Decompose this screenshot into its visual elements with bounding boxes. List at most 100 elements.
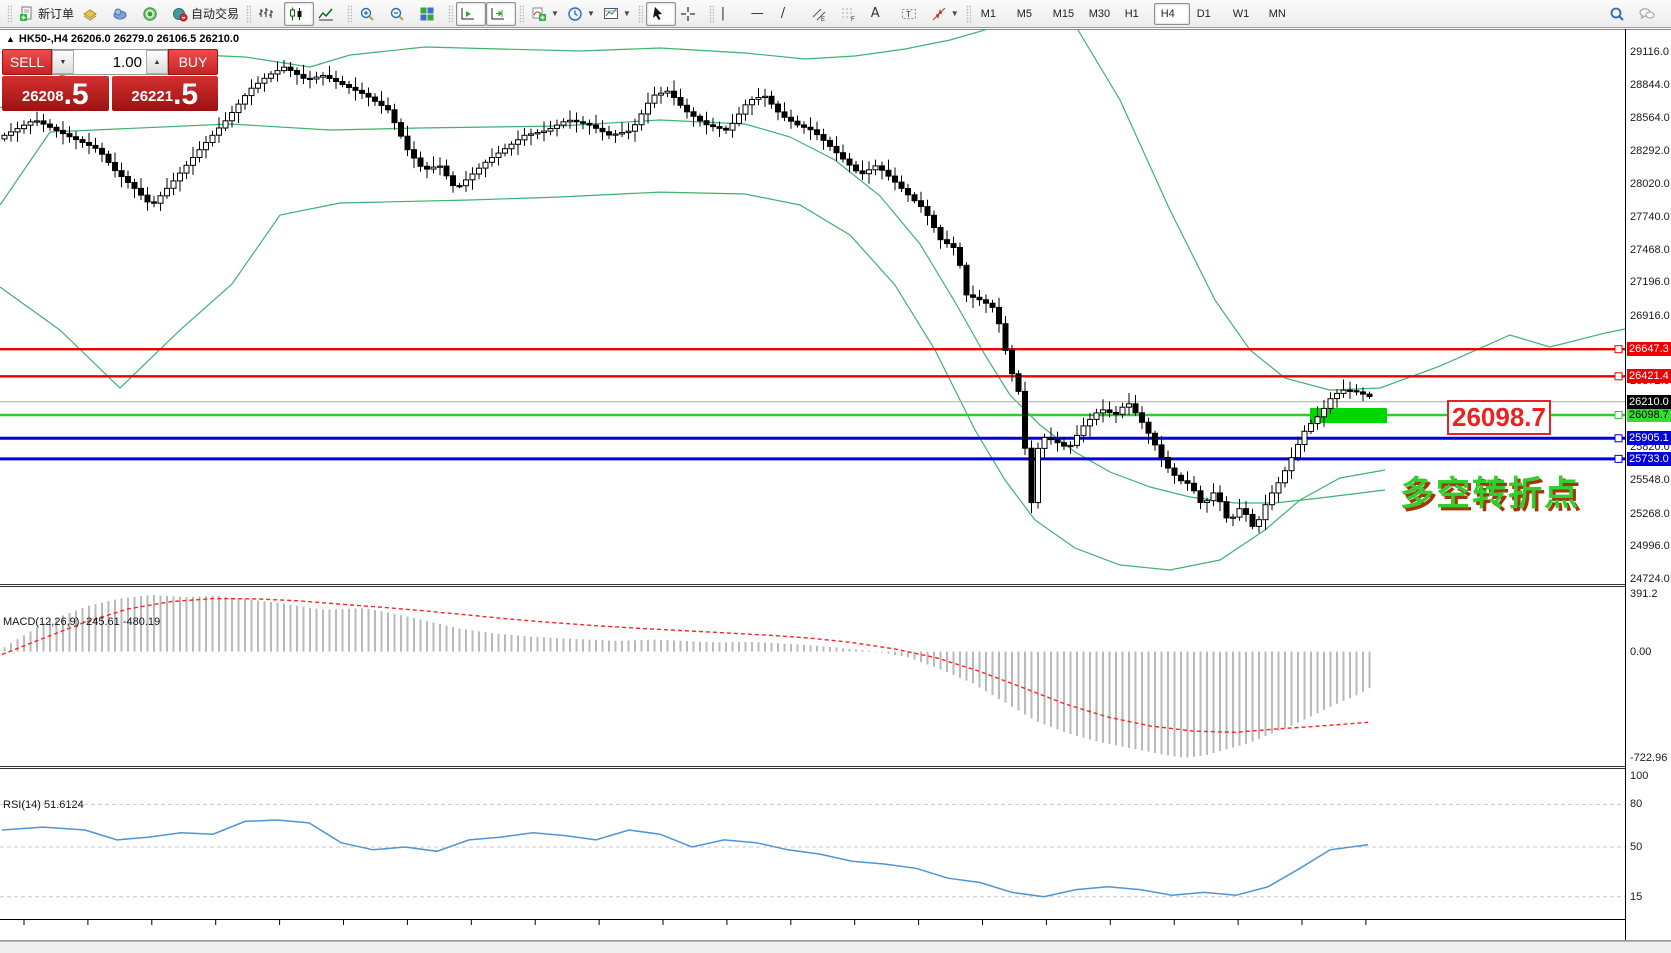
toolbar-group-zoom [355,1,445,27]
price-tick-label: 27196.0 [1630,276,1670,288]
zoom-in-button[interactable] [355,2,385,26]
rsi-tick-label: 100 [1630,770,1649,782]
sell-price-main: 26208 [21,88,64,105]
buy-button[interactable]: BUY [168,49,218,75]
bar-chart-button[interactable] [254,2,284,26]
line-chart-button[interactable] [314,2,344,26]
text-icon: A [870,6,880,21]
chart-window: ▲ HK50-,H4 26206.0 26279.0 26106.5 26210.… [0,29,1671,953]
chevron-down-icon: ▼ [586,9,595,18]
market-watch-button[interactable] [108,2,138,26]
timeframe-m5[interactable]: M5 [1016,7,1032,20]
toolbar-button-label: 自动交易 [191,7,240,21]
chat-icon [1639,6,1655,22]
timeframe-h1[interactable]: H1 [1124,7,1139,20]
label-button[interactable]: T [897,2,927,26]
price-line-tag: 25905.1 [1627,431,1671,445]
trendline-button[interactable]: / [777,2,807,26]
profiles-button[interactable] [78,2,108,26]
timeframe-toolbar: M1 M5 M15 M30 H1 H4 D1 W1 MN [974,1,1298,27]
templates-button[interactable]: ▼ [599,2,635,26]
arrows-button[interactable]: ▼ [927,2,963,26]
toolbar-button-label: 新订单 [38,7,75,21]
svg-text:F: F [851,17,855,22]
buy-price-panel[interactable]: 26221.5 [111,76,218,111]
chart-shift-button[interactable] [486,1,517,26]
price-tick-label: 24996.0 [1630,540,1670,552]
new-order-button[interactable]: 新订单 [15,2,78,26]
price-line-tag: 26421.4 [1627,369,1671,383]
zoom-out-icon [389,6,405,22]
chat-button[interactable] [1635,2,1665,26]
channel-button[interactable]: E [807,2,837,26]
toolbar-grip [347,4,353,23]
cursor-icon [650,6,666,22]
collapse-arrow-icon[interactable]: ▲ [6,34,15,44]
macd-tick-label: 0.00 [1630,646,1652,658]
timeframe-h4[interactable]: H4 [1153,2,1190,25]
rsi-tick-label: 50 [1630,841,1643,853]
news-button[interactable] [138,2,168,26]
one-click-trading-widget: SELL ▼ ▲ BUY 26208.5 26221.5 [2,49,218,111]
buy-price-frac: .5 [173,78,199,111]
price-tick-label: 28564.0 [1630,112,1670,124]
label-icon: T [901,6,917,22]
buy-price-main: 26221 [131,88,174,105]
timeframe-m15[interactable]: M15 [1052,7,1075,20]
bar-chart-icon [258,6,274,22]
line-chart-icon [318,6,334,22]
svg-text:T: T [906,10,911,19]
symbol-ohlc-bar: ▲ HK50-,H4 26206.0 26279.0 26106.5 26210.… [6,33,239,45]
zoom-out-button[interactable] [385,2,415,26]
crosshair-button[interactable] [676,2,706,26]
current-price-tag: 26210.0 [1627,395,1671,409]
crosshair-icon [680,6,696,22]
rsi-tick-label: 80 [1630,798,1643,810]
volume-decrease-button[interactable]: ▼ [52,50,74,74]
zoom-in-icon [359,6,375,22]
fibo-icon: F [841,6,857,22]
timeframe-w1[interactable]: W1 [1232,7,1250,20]
status-strip [0,941,1671,953]
auto-trading-button[interactable]: 自动交易 [168,2,243,26]
hline-button[interactable]: — [747,2,777,26]
trendline-icon: / [780,6,786,21]
price-tick-label: 29116.0 [1630,46,1669,58]
text-button[interactable]: A [867,2,897,26]
vline-button[interactable]: | [717,2,747,26]
volume-increase-button[interactable]: ▲ [146,50,168,74]
volume-spinner: ▼ ▲ [52,49,168,75]
toolbar-group-chart-type [254,1,344,27]
cursor-button[interactable] [645,1,676,26]
candle-chart-icon [288,6,304,22]
periods-button[interactable]: ▼ [563,2,599,26]
tile-windows-icon [419,6,435,22]
macd-tick-label: -722.96 [1630,752,1668,764]
chevron-down-icon: ▼ [622,9,631,18]
hline-icon: — [750,6,764,21]
svg-text:E: E [821,17,825,22]
sell-price-panel[interactable]: 26208.5 [2,76,109,111]
templates-icon [603,6,619,22]
volume-input[interactable] [74,50,146,74]
indicators-button[interactable]: ▼ [527,2,563,26]
timeframe-d1[interactable]: D1 [1196,7,1211,20]
timeframe-mn[interactable]: MN [1268,7,1286,20]
auto-scroll-button[interactable] [456,1,487,26]
sell-button[interactable]: SELL [2,49,52,75]
chevron-down-icon: ▼ [950,9,959,18]
price-tick-label: 28292.0 [1630,145,1670,157]
indicators-icon [531,6,547,22]
tile-windows-button[interactable] [415,2,445,26]
toolbar-group-objects: | — / E F A T ▼ [717,1,963,27]
turning-point-annotation: 多空转折点 [1400,475,1580,513]
fibo-button[interactable]: F [837,2,867,26]
timeframe-m1[interactable]: M1 [980,7,996,20]
rsi-indicator-label: RSI(14) 51.6124 [3,799,84,811]
news-icon [142,6,158,22]
toolbar-grip [637,4,643,23]
timeframe-m30[interactable]: M30 [1088,7,1111,20]
candle-chart-button[interactable] [284,1,315,26]
search-button[interactable] [1605,2,1635,26]
profiles-icon [82,6,98,22]
